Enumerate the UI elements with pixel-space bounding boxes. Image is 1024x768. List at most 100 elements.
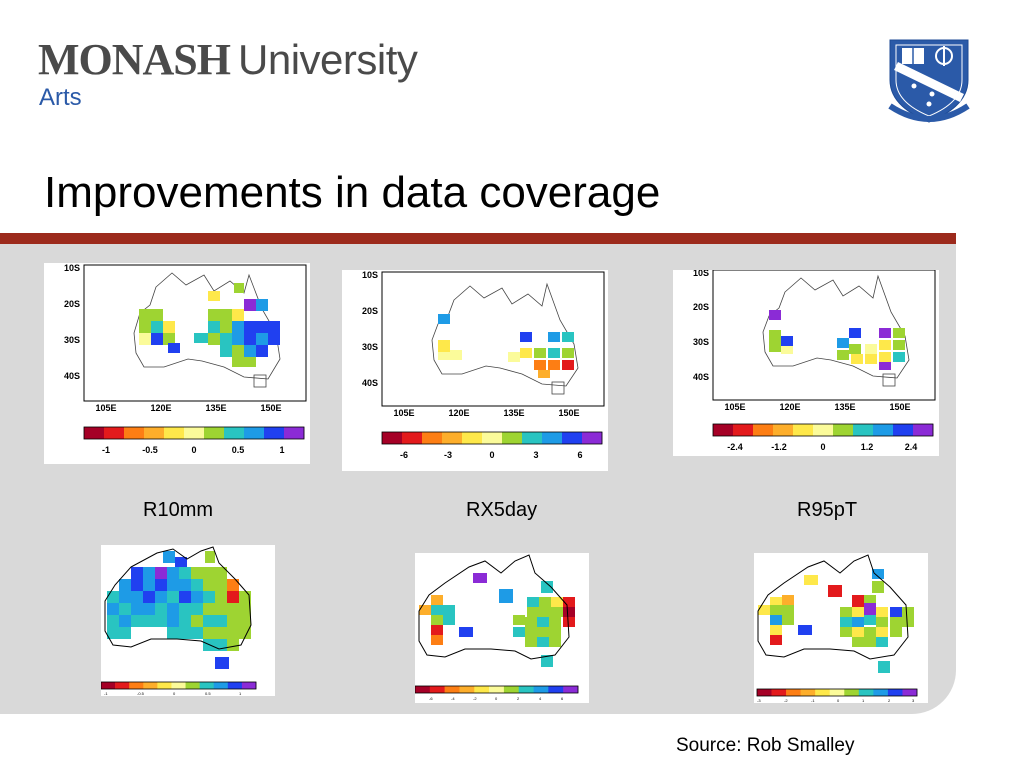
colorbar-swatch	[813, 424, 834, 436]
colorbar-swatch	[800, 689, 816, 696]
monash-logo: MONASH University	[38, 34, 418, 85]
colorbar-tick-label: 0	[495, 696, 498, 701]
colorbar-border	[756, 688, 918, 697]
colorbar-tick-label: 1	[239, 691, 242, 696]
lat-tick-label: 40S	[64, 371, 80, 381]
colorbar-tick-label: -2	[473, 696, 477, 701]
colorbar-swatch	[533, 686, 549, 693]
colorbar	[381, 431, 603, 445]
colorbar-tick-label: 0	[820, 442, 825, 452]
colorbar-tick-label: -1	[102, 445, 110, 455]
colorbar-swatch	[204, 427, 225, 439]
colorbar-swatch	[853, 424, 874, 436]
colorbar-border	[381, 431, 603, 445]
grid-cells	[107, 551, 251, 669]
map-r95pt-trend: -3 -2 -1 0 1 2 3	[754, 553, 928, 703]
colorbar-swatch	[224, 427, 245, 439]
colorbar-border	[83, 426, 305, 440]
colorbar-tick-label: -2	[784, 698, 788, 703]
colorbar-tick-label: -0.5	[137, 691, 145, 696]
colorbar-tick-label: -3	[444, 450, 452, 460]
colorbar-swatch	[482, 432, 503, 444]
colorbar-tick-label: -0.5	[142, 445, 158, 455]
colorbar-swatch	[713, 424, 734, 436]
colorbar-tick-label: 2.4	[905, 442, 918, 452]
lon-tick-label: 135E	[834, 402, 855, 412]
lat-tick-label: 10S	[362, 270, 378, 280]
colorbar-tick-label: 1	[862, 698, 865, 703]
lon-tick-label: 105E	[393, 408, 414, 418]
colorbar-swatch	[757, 689, 772, 696]
lat-tick-label: 20S	[64, 299, 80, 309]
title-divider-bar	[0, 233, 956, 244]
map-r10mm-trend: -1 -0.5 0 0.5 1	[100, 545, 275, 696]
map-rx5day-index: 10S 20S 30S 40S 105E 120E 135E 150E -6 -…	[342, 270, 608, 471]
colorbar	[414, 685, 579, 694]
grid-cells	[769, 310, 905, 370]
colorbar-tick-label: -2.4	[727, 442, 743, 452]
grid-cells	[139, 283, 280, 367]
colorbar-tick-label: -6	[400, 450, 408, 460]
colorbar-tick-label: -6	[429, 696, 433, 701]
colorbar-swatch	[786, 689, 801, 696]
colorbar-tick-label: 0	[191, 445, 196, 455]
colorbar-swatch	[84, 427, 105, 439]
colorbar-tick-label: 6	[561, 696, 564, 701]
colorbar-swatch	[858, 689, 874, 696]
colorbar-swatch	[284, 427, 305, 439]
colorbar-tick-label: 4	[539, 696, 542, 701]
lat-tick-label: 30S	[362, 342, 378, 352]
lat-tick-label: 30S	[693, 337, 709, 347]
colorbar-swatch	[548, 686, 564, 693]
colorbar	[83, 426, 305, 440]
lat-tick-label: 10S	[64, 263, 80, 273]
map-r95pt-index: 10S 20S 30S 40S 105E 120E 135E 150E -2.4…	[673, 268, 939, 456]
colorbar-tick-label: 0	[837, 698, 840, 703]
colorbar-swatch	[164, 427, 185, 439]
lon-tick-label: 150E	[558, 408, 579, 418]
colorbar-swatch	[503, 686, 520, 693]
colorbar-tick-label: 3	[912, 698, 915, 703]
colorbar-tick-label: 1	[279, 445, 284, 455]
colorbar-swatch	[171, 682, 186, 689]
lon-tick-label: 150E	[260, 403, 281, 413]
colorbar-swatch	[129, 682, 144, 689]
map-rx5day-trend-plot: -6 -4 -2 0 2 4 6	[414, 554, 579, 701]
colorbar-swatch	[115, 682, 130, 689]
lon-tick-label: 135E	[503, 408, 524, 418]
colorbar-swatch	[382, 432, 403, 444]
colorbar-swatch	[104, 427, 125, 439]
colorbar-swatch	[422, 432, 443, 444]
lon-tick-label: 120E	[779, 402, 800, 412]
colorbar-swatch	[489, 686, 505, 693]
colorbar-swatch	[829, 689, 845, 696]
colorbar-swatch	[185, 682, 200, 689]
logo-faculty-text: Arts	[39, 84, 82, 111]
colorbar-swatch	[143, 682, 158, 689]
colorbar-border	[712, 423, 934, 437]
colorbar	[712, 423, 934, 437]
colorbar-swatch	[462, 432, 483, 444]
colorbar-swatch	[913, 424, 934, 436]
grid-cells	[438, 314, 574, 378]
colorbar-swatch	[563, 686, 579, 693]
colorbar-swatch	[144, 427, 165, 439]
colorbar-swatch	[771, 689, 787, 696]
lat-tick-label: 10S	[693, 270, 709, 278]
colorbar-swatch	[213, 682, 229, 689]
lat-tick-label: 40S	[362, 378, 378, 388]
colorbar-swatch	[101, 682, 116, 689]
colorbar-tick-label: -1	[104, 691, 108, 696]
lat-tick-label: 30S	[64, 335, 80, 345]
grid-cells	[758, 569, 914, 673]
colorbar-swatch	[199, 682, 215, 689]
colorbar-tick-label: 3	[533, 450, 538, 460]
colorbar-swatch	[773, 424, 794, 436]
colorbar-swatch	[227, 682, 243, 689]
map-rx5day-trend: -6 -4 -2 0 2 4 6	[414, 553, 589, 703]
lon-tick-label: 105E	[724, 402, 745, 412]
colorbar-swatch	[442, 432, 463, 444]
logo-monash-text: MONASH	[38, 35, 231, 84]
lon-tick-label: 120E	[448, 408, 469, 418]
map-r95pt-plot: 10S 20S 30S 40S 105E 120E 135E 150E -2.4…	[693, 268, 936, 452]
